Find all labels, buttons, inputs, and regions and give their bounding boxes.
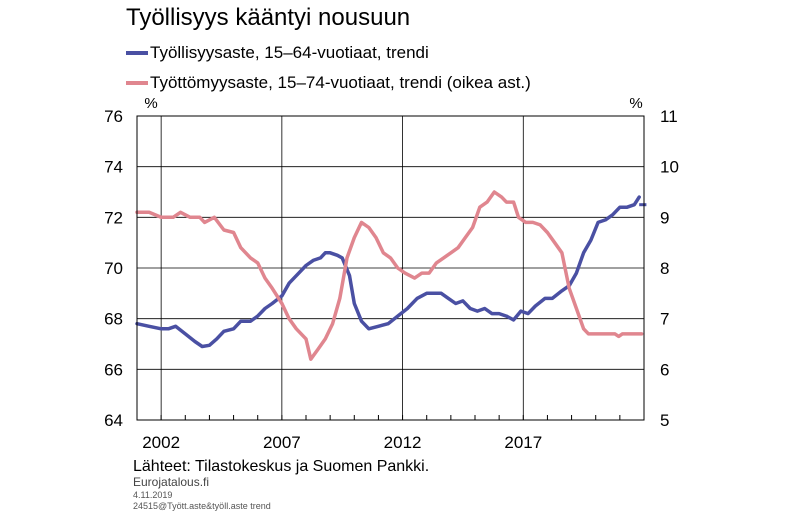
y-left-tick-label: 72 xyxy=(104,208,123,227)
chart-title: Työllisyys kääntyi nousuun xyxy=(126,4,411,31)
chart-code: 24515@Tyött.aste&työll.aste trend xyxy=(133,501,271,511)
site-name: Eurojatalous.fi xyxy=(133,475,210,489)
source-note: Lähteet: Tilastokeskus ja Suomen Pankki. xyxy=(133,458,430,475)
y-left-unit: % xyxy=(144,95,157,112)
y-left-tick-label: 74 xyxy=(104,158,123,177)
x-tick-label: 2007 xyxy=(263,433,301,452)
x-tick-label: 2002 xyxy=(142,433,180,452)
y-right-tick-label: 5 xyxy=(660,411,669,430)
grid xyxy=(137,116,644,420)
y-right-tick-label: 9 xyxy=(660,208,669,227)
y-right-unit: % xyxy=(629,95,642,112)
series-forecast-unemployment xyxy=(646,344,716,354)
y-right-tick-label: 7 xyxy=(660,310,669,329)
legend-item-employment: Työllisyysaste, 15–64-vuotiaat, trendi xyxy=(126,43,429,63)
publish-date: 4.11.2019 xyxy=(133,490,173,500)
series-line-unemployment xyxy=(135,190,644,361)
y-left-tick-label: 66 xyxy=(104,360,123,379)
y-right-tick-label: 8 xyxy=(660,259,669,278)
y-right-tick-label: 11 xyxy=(660,107,678,126)
legend-swatch-employment xyxy=(126,51,148,55)
y-left-tick-label: 76 xyxy=(104,107,123,126)
legend-label-employment: Työllisyysaste, 15–64-vuotiaat, trendi xyxy=(150,43,429,62)
series-forecast-employment xyxy=(646,182,692,195)
y-right-tick-label: 10 xyxy=(660,158,679,177)
x-tick-label: 2017 xyxy=(504,433,542,452)
axis-labels: 64 66 68 70 72 74 76 5 6 7 8 9 10 11% % 2002 2007 2012 201… xyxy=(104,95,679,452)
y-left-tick-label: 68 xyxy=(104,310,123,329)
y-left-tick-label: 70 xyxy=(104,259,123,278)
x-tick-label: 2012 xyxy=(384,433,422,452)
axis-ticks xyxy=(136,415,645,420)
series-line-employment xyxy=(135,195,641,349)
plot-frame xyxy=(136,115,645,421)
y-right-tick-label: 6 xyxy=(660,360,669,379)
legend-swatch-unemployment xyxy=(126,81,148,85)
legend-label-unemployment: Työttömyysaste, 15–74-vuotiaat, trendi (… xyxy=(150,73,531,92)
series-layer xyxy=(135,182,716,361)
legend-item-unemployment: Työttömyysaste, 15–74-vuotiaat, trendi (… xyxy=(126,73,531,93)
y-left-tick-label: 64 xyxy=(104,411,123,430)
